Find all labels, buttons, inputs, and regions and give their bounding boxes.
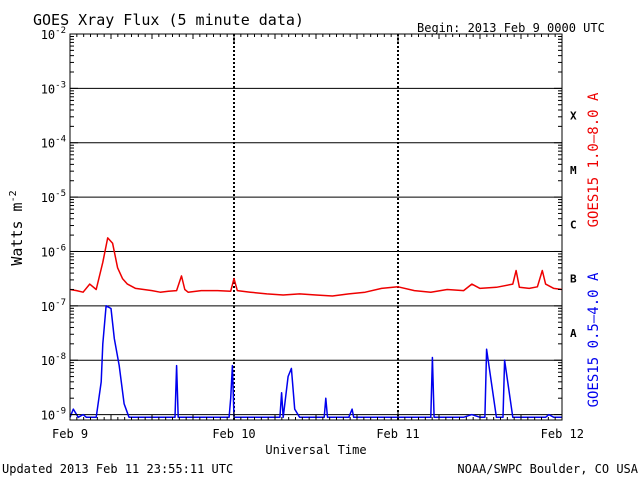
y-tick-label-0: 10-2 [41,26,66,42]
x-tick-label-3: Feb 12 [541,427,584,441]
series-line-1 [69,305,562,419]
x-tick-label-0: Feb 9 [52,427,88,441]
begin-label: Begin: 2013 Feb 9 0000 UTC [417,21,605,35]
x-axis-title: Universal Time [265,443,366,457]
plot-area [69,33,563,421]
chart-title: GOES Xray Flux (5 minute data) [33,11,304,29]
y-tick-label-2: 10-4 [41,135,66,151]
flare-class-x: X [570,110,577,123]
y-tick-label-1: 10-3 [41,80,66,96]
y-tick-label-3: 10-5 [41,189,66,205]
flare-class-a: A [570,327,577,340]
y-tick-label-6: 10-8 [41,352,66,368]
flare-class-b: B [570,273,577,286]
flare-class-m: M [570,164,577,177]
updated-label: Updated 2013 Feb 11 23:55:11 UTC [2,462,233,476]
x-axis: Feb 9 Feb 10 Feb 11 Feb 12 [52,34,584,441]
series-line-0 [69,237,563,297]
legend-entry-1: GOES15 0.5–4.0 A [586,272,602,407]
y-axis-title: Watts m-2 [8,190,26,265]
y-tick-label-5: 10-7 [41,298,66,314]
credit-label: NOAA/SWPC Boulder, CO USA [457,462,638,476]
legend-entry-0: GOES15 1.0–8.0 A [586,92,602,227]
y-tick-label-7: 10-9 [41,407,66,423]
x-tick-label-2: Feb 11 [376,427,419,441]
legend: GOES15 1.0–8.0 A GOES15 0.5–4.0 A [586,92,602,407]
y-tick-label-4: 10-6 [41,243,66,259]
x-tick-label-1: Feb 10 [212,427,255,441]
flare-class-labels: X M C B A [570,110,577,340]
flare-class-c: C [570,218,577,231]
